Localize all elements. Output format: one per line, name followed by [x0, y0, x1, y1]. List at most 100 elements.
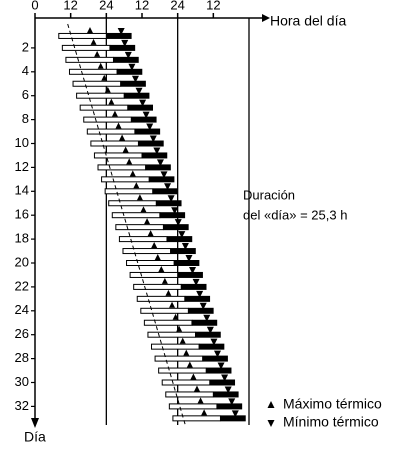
- rest-bar: [140, 307, 189, 314]
- min-marker: [231, 410, 239, 418]
- y-tick-label: 10: [15, 135, 29, 150]
- max-marker: [190, 373, 197, 380]
- y-tick-label: 24: [15, 302, 29, 317]
- max-marker: [94, 50, 101, 57]
- min-marker: [160, 171, 168, 179]
- active-bar: [106, 32, 132, 39]
- min-marker: [189, 266, 197, 274]
- max-marker: [129, 170, 136, 177]
- max-marker: [140, 206, 147, 213]
- max-marker: [193, 385, 200, 392]
- max-marker: [158, 265, 165, 272]
- max-marker: [186, 361, 193, 368]
- min-marker: [149, 135, 157, 143]
- y-tick-label: 14: [15, 183, 29, 198]
- active-bar: [195, 331, 221, 338]
- min-marker: [217, 362, 225, 370]
- rest-bar: [158, 367, 207, 374]
- y-tick-label: 6: [22, 87, 29, 102]
- min-marker: [124, 51, 132, 59]
- min-marker: [210, 338, 218, 346]
- max-marker: [169, 301, 176, 308]
- rest-bar: [86, 128, 136, 135]
- max-marker: [111, 110, 118, 117]
- min-marker: [146, 123, 154, 131]
- min-marker: [142, 111, 150, 119]
- y-tick-label: 22: [15, 278, 29, 293]
- active-bar: [159, 212, 186, 219]
- y-tick-label: 16: [15, 207, 29, 222]
- rest-bar: [151, 343, 200, 350]
- y-tick-label: 32: [15, 398, 29, 413]
- rest-bar: [143, 319, 193, 326]
- max-marker: [154, 254, 161, 260]
- max-marker: [122, 146, 129, 153]
- min-marker: [213, 350, 221, 358]
- x-tick-label: 12: [135, 0, 149, 12]
- min-marker: [228, 398, 236, 406]
- active-bar: [156, 200, 182, 207]
- annotation: del «día» = 25,3 h: [243, 207, 347, 222]
- active-bar: [145, 164, 171, 171]
- max-marker: [144, 218, 151, 225]
- x-axis-label: Hora del día: [270, 13, 346, 29]
- active-bar: [166, 236, 193, 243]
- x-tick-label: 12: [63, 0, 77, 12]
- active-bar: [170, 248, 196, 255]
- max-marker: [86, 26, 93, 33]
- rest-bar: [122, 248, 172, 255]
- y-tick-label: 26: [15, 326, 29, 341]
- max-marker: [133, 182, 140, 189]
- legend-marker: [267, 401, 275, 408]
- active-bar: [113, 56, 139, 63]
- active-bar: [120, 80, 146, 87]
- rest-bar: [172, 415, 221, 422]
- active-bar: [117, 68, 143, 75]
- min-marker: [224, 386, 232, 394]
- min-marker: [174, 219, 182, 227]
- min-marker: [135, 87, 143, 95]
- max-marker: [172, 313, 179, 320]
- max-marker: [126, 158, 133, 165]
- active-bar: [206, 367, 232, 374]
- rest-bar: [97, 164, 147, 171]
- rest-bar: [101, 176, 150, 183]
- max-marker: [183, 349, 190, 356]
- x-tick-label: 0: [31, 0, 38, 12]
- legend-label: Mínimo térmico: [283, 414, 379, 430]
- rest-bar: [76, 92, 125, 99]
- active-bar: [199, 343, 225, 350]
- rest-bar: [61, 44, 111, 51]
- max-marker: [104, 86, 111, 93]
- rest-bar: [90, 140, 139, 147]
- legend-marker: [267, 420, 275, 427]
- max-marker: [161, 277, 168, 284]
- max-marker: [115, 122, 122, 129]
- min-marker: [196, 290, 204, 298]
- rest-bar: [104, 188, 154, 195]
- min-marker: [164, 183, 172, 191]
- rest-bar: [72, 80, 122, 87]
- rest-bar: [115, 224, 164, 231]
- rest-bar: [93, 152, 143, 159]
- max-marker: [176, 325, 183, 332]
- min-marker: [121, 39, 129, 47]
- active-bar: [109, 44, 136, 51]
- active-bar: [131, 116, 157, 123]
- min-marker: [139, 99, 147, 107]
- rest-bar: [147, 331, 196, 338]
- active-bar: [188, 307, 214, 314]
- min-marker: [153, 147, 161, 155]
- active-bar: [202, 355, 228, 362]
- rest-bar: [168, 403, 218, 410]
- max-marker: [101, 74, 108, 81]
- min-marker: [181, 243, 189, 251]
- active-bar: [142, 152, 168, 159]
- min-marker: [156, 159, 164, 167]
- max-marker: [179, 337, 186, 344]
- rest-bar: [83, 116, 132, 123]
- active-bar: [124, 92, 150, 99]
- min-marker: [167, 195, 175, 203]
- min-marker: [178, 231, 186, 239]
- x-tick-label: 12: [206, 0, 220, 12]
